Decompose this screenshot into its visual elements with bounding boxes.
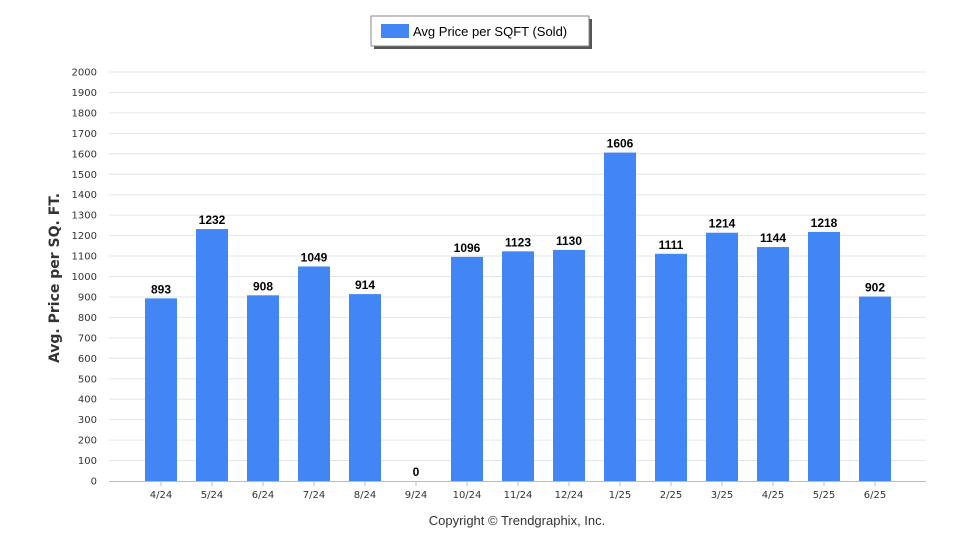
data-label: 902 bbox=[865, 281, 885, 295]
bar bbox=[349, 294, 381, 481]
y-tick-label: 200 bbox=[78, 436, 97, 447]
data-label: 1232 bbox=[199, 213, 226, 227]
data-label: 908 bbox=[253, 279, 273, 293]
y-tick-label: 2000 bbox=[72, 68, 97, 79]
data-label: 1130 bbox=[556, 234, 582, 248]
x-tick-label: 9/24 bbox=[405, 490, 427, 501]
x-tick-label: 8/24 bbox=[354, 490, 376, 501]
x-axis-ticks: 4/24 5/24 6/24 7/24 8/24 9/24 10/24 11/24 12/24 1… bbox=[150, 481, 886, 501]
bar bbox=[655, 253, 687, 481]
data-label: 1096 bbox=[454, 241, 481, 255]
y-tick-label: 1100 bbox=[72, 252, 97, 263]
bars bbox=[145, 152, 891, 481]
x-tick-label: 6/25 bbox=[864, 490, 886, 501]
x-tick-label: 2/25 bbox=[660, 490, 682, 501]
copyright-text: Copyright © Trendgraphix, Inc. bbox=[429, 513, 606, 528]
x-tick-label: 5/24 bbox=[201, 490, 223, 501]
y-tick-label: 1800 bbox=[72, 108, 97, 119]
bar bbox=[451, 256, 483, 481]
y-tick-label: 0 bbox=[91, 477, 97, 488]
x-tick-label: 4/25 bbox=[762, 490, 784, 501]
x-tick-label: 12/24 bbox=[555, 490, 584, 501]
bar bbox=[859, 296, 891, 481]
y-axis-ticks: 0 100 200 300 400 500 600 700 800 900 1000 1100 1200… bbox=[72, 68, 97, 488]
y-tick-label: 1200 bbox=[72, 231, 97, 242]
y-tick-label: 800 bbox=[78, 313, 97, 324]
bar bbox=[298, 266, 330, 481]
y-tick-label: 1900 bbox=[72, 88, 97, 99]
data-label: 1214 bbox=[709, 217, 736, 231]
y-tick-label: 1400 bbox=[72, 190, 97, 201]
bar bbox=[808, 231, 840, 481]
x-tick-label: 3/25 bbox=[711, 490, 733, 501]
data-label: 1123 bbox=[505, 235, 531, 249]
bar bbox=[553, 249, 585, 481]
bar bbox=[247, 295, 279, 481]
x-tick-label: 6/24 bbox=[252, 490, 274, 501]
y-tick-label: 900 bbox=[78, 292, 97, 303]
data-label: 1144 bbox=[760, 231, 786, 245]
y-tick-label: 1300 bbox=[72, 211, 97, 222]
data-labels: 893 1232 908 1049 914 0 1096 1123 1130 1606 1111 12… bbox=[151, 137, 885, 479]
bar bbox=[604, 152, 636, 481]
x-tick-label: 7/24 bbox=[303, 490, 325, 501]
data-label: 0 bbox=[413, 465, 420, 479]
x-tick-label: 1/25 bbox=[609, 490, 631, 501]
bar bbox=[706, 232, 738, 481]
y-tick-label: 100 bbox=[78, 456, 97, 467]
y-tick-label: 400 bbox=[78, 395, 97, 406]
data-label: 914 bbox=[355, 278, 375, 292]
y-tick-label: 300 bbox=[78, 415, 97, 426]
bar bbox=[757, 247, 789, 481]
data-label: 893 bbox=[151, 282, 171, 296]
y-axis-title: Avg. Price per SQ. FT. bbox=[47, 193, 63, 363]
y-tick-label: 1700 bbox=[72, 129, 97, 140]
y-tick-label: 1500 bbox=[72, 170, 97, 181]
y-tick-label: 1600 bbox=[72, 149, 97, 160]
data-label: 1049 bbox=[301, 250, 328, 264]
bar bbox=[196, 229, 228, 481]
x-tick-label: 10/24 bbox=[453, 490, 482, 501]
data-label: 1218 bbox=[811, 216, 838, 230]
bar bbox=[502, 251, 534, 481]
bar bbox=[145, 298, 177, 481]
legend: Avg Price per SQFT (Sold) bbox=[370, 15, 592, 49]
x-tick-label: 11/24 bbox=[504, 490, 533, 501]
legend-swatch bbox=[381, 24, 409, 38]
y-tick-label: 700 bbox=[78, 333, 97, 344]
y-tick-label: 600 bbox=[78, 354, 97, 365]
y-tick-label: 1000 bbox=[72, 272, 97, 283]
x-tick-label: 5/25 bbox=[813, 490, 835, 501]
legend-label: Avg Price per SQFT (Sold) bbox=[413, 24, 567, 39]
x-tick-label: 4/24 bbox=[150, 490, 172, 501]
data-label: 1111 bbox=[659, 238, 684, 252]
y-tick-label: 500 bbox=[78, 374, 97, 385]
data-label: 1606 bbox=[607, 137, 634, 151]
